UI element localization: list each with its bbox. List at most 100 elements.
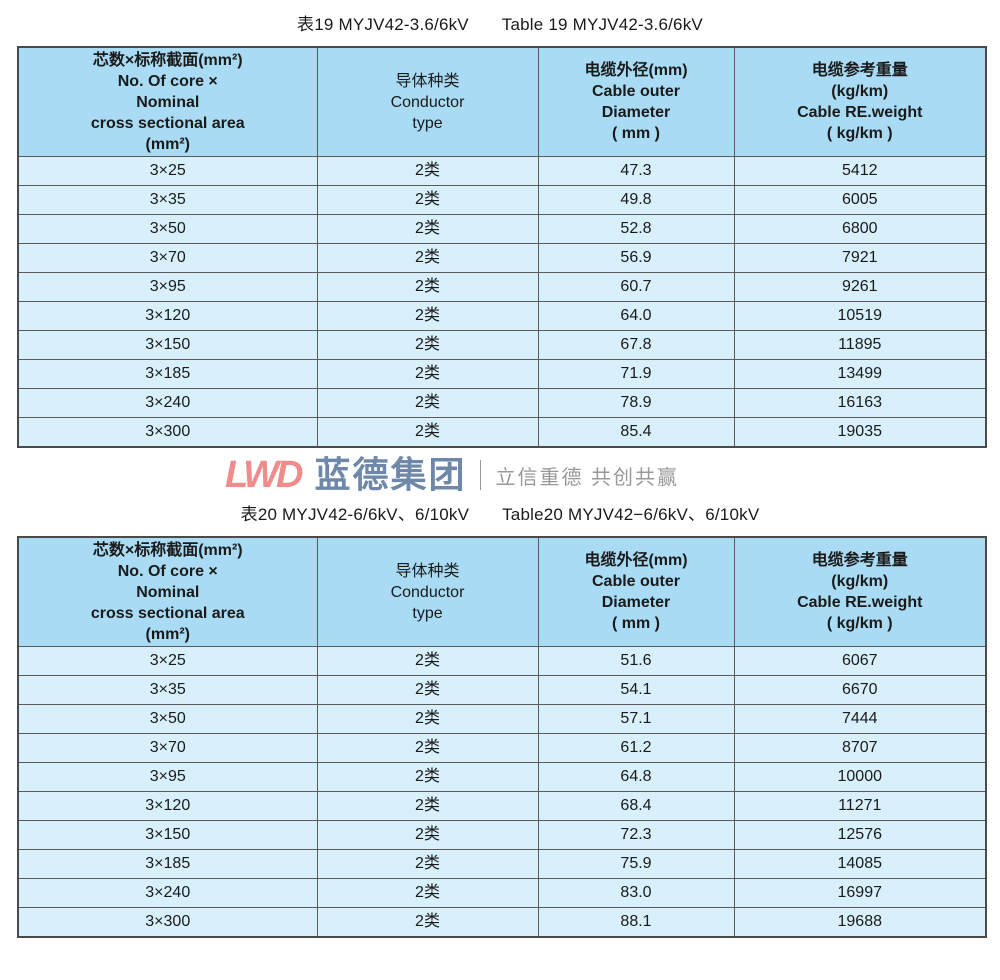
header-line: type (412, 114, 443, 132)
header-line: Cable RE.weight (797, 104, 923, 121)
header-line: cross sectional area (90, 604, 245, 622)
header-row: 芯数×标称截面(mm²) No. Of core × Nominal cross se… (17, 536, 987, 647)
watermark-logo: LWD (225, 454, 303, 496)
header-line: 电缆参考重量 (811, 62, 908, 79)
header-line: Conductor (390, 583, 465, 601)
header-line: Cable RE.weight (797, 594, 923, 611)
watermark-divider (480, 460, 482, 490)
table-cell: 3×95 (17, 762, 318, 792)
header-line: (kg/km) (831, 83, 889, 100)
header-line: Diameter (601, 594, 671, 611)
table-row: 3×35 2类 49.8 6005 (17, 185, 987, 215)
table-cell: 3×300 (17, 417, 318, 448)
table-cell: 88.1 (537, 907, 735, 938)
header-line: 芯数×标称截面(mm²) (92, 51, 243, 69)
table-cell: 3×25 (17, 646, 318, 676)
table-cell: 2类 (316, 907, 539, 938)
table-cell: 57.1 (537, 704, 735, 734)
table-cell: 6067 (733, 646, 987, 676)
header-line: ( mm ) (612, 125, 660, 142)
table-cell: 16997 (733, 878, 987, 908)
table-cell: 16163 (733, 388, 987, 418)
header-line: Cable outer (591, 83, 680, 100)
title-cn: 表19 MYJV42-3.6/6kV (297, 15, 469, 34)
table-cell: 75.9 (537, 849, 735, 879)
header-row: 芯数×标称截面(mm²) No. Of core × Nominal cross se… (17, 46, 987, 157)
header-col1: 芯数×标称截面(mm²) No. Of core × Nominal cross se… (17, 536, 318, 647)
header-col2: 导体种类 Conductor type (316, 46, 539, 157)
header-line: Conductor (390, 93, 465, 111)
table-cell: 71.9 (537, 359, 735, 389)
header-line: No. Of core × (117, 562, 218, 580)
title-cn: 表20 MYJV42-6/6kV、6/10kV (240, 505, 470, 524)
table-row: 3×150 2类 67.8 11895 (17, 330, 987, 360)
header-line: (kg/km) (831, 573, 889, 590)
table-cell: 67.8 (537, 330, 735, 360)
table-cell: 6005 (733, 185, 987, 215)
table-cell: 2类 (316, 214, 539, 244)
header-line: Cable outer (591, 573, 680, 590)
table-cell: 2类 (316, 878, 539, 908)
table-cell: 3×50 (17, 704, 318, 734)
table-row: 3×50 2类 57.1 7444 (17, 704, 987, 734)
table-row: 3×300 2类 88.1 19688 (17, 907, 987, 938)
header-line: Nominal (136, 583, 200, 601)
table-cell: 14085 (733, 849, 987, 879)
table-cell: 3×150 (17, 330, 318, 360)
table-cell: 3×35 (17, 675, 318, 705)
table-cell: 2类 (316, 849, 539, 879)
table-cell: 9261 (733, 272, 987, 302)
table-row: 3×150 2类 72.3 12576 (17, 820, 987, 850)
header-col4: 电缆参考重量 (kg/km) Cable RE.weight ( kg/km ) (733, 536, 987, 647)
table-cell: 85.4 (537, 417, 735, 448)
table-cell: 2类 (316, 359, 539, 389)
table-cell: 12576 (733, 820, 987, 850)
header-line: 导体种类 (395, 562, 460, 580)
table-cell: 61.2 (537, 733, 735, 763)
table-row: 3×120 2类 68.4 11271 (17, 791, 987, 821)
table-row: 3×70 2类 56.9 7921 (17, 243, 987, 273)
table-cell: 2类 (316, 272, 539, 302)
table-cell: 6800 (733, 214, 987, 244)
table-cell: 54.1 (537, 675, 735, 705)
table-cell: 52.8 (537, 214, 735, 244)
table-cell: 11271 (733, 791, 987, 821)
header-line: (mm²) (145, 625, 190, 643)
table-row: 3×240 2类 83.0 16997 (17, 878, 987, 908)
table-cell: 3×70 (17, 243, 318, 273)
header-line: No. Of core × (117, 72, 218, 90)
table-cell: 2类 (316, 704, 539, 734)
header-line: 电缆参考重量 (811, 552, 908, 569)
table-cell: 3×185 (17, 849, 318, 879)
table-cell: 3×95 (17, 272, 318, 302)
header-col3: 电缆外径(mm) Cable outer Diameter ( mm ) (537, 46, 735, 157)
header-line: (mm²) (145, 135, 190, 153)
table-cell: 78.9 (537, 388, 735, 418)
table-row: 3×35 2类 54.1 6670 (17, 675, 987, 705)
table-cell: 3×120 (17, 791, 318, 821)
table-cell: 8707 (733, 733, 987, 763)
header-line: Nominal (136, 93, 200, 111)
header-line: 电缆外径(mm) (584, 62, 688, 79)
header-col3: 电缆外径(mm) Cable outer Diameter ( mm ) (537, 536, 735, 647)
table-cell: 3×240 (17, 878, 318, 908)
header-line: 电缆外径(mm) (584, 552, 688, 569)
table-cell: 49.8 (537, 185, 735, 215)
table-cell: 2类 (316, 820, 539, 850)
title-en: Table 19 MYJV42-3.6/6kV (501, 15, 703, 34)
table-cell: 2类 (316, 646, 539, 676)
table-cell: 10519 (733, 301, 987, 331)
table-cell: 6670 (733, 675, 987, 705)
header-line: ( mm ) (612, 615, 660, 632)
table-cell: 3×300 (17, 907, 318, 938)
header-line: cross sectional area (90, 114, 245, 132)
table-cell: 64.0 (537, 301, 735, 331)
table-cell: 2类 (316, 301, 539, 331)
table-row: 3×240 2类 78.9 16163 (17, 388, 987, 418)
table-cell: 2类 (316, 388, 539, 418)
table-row: 3×50 2类 52.8 6800 (17, 214, 987, 244)
header-line: 导体种类 (395, 72, 460, 90)
table-row: 3×70 2类 61.2 8707 (17, 733, 987, 763)
table-cell: 83.0 (537, 878, 735, 908)
table-cell: 11895 (733, 330, 987, 360)
